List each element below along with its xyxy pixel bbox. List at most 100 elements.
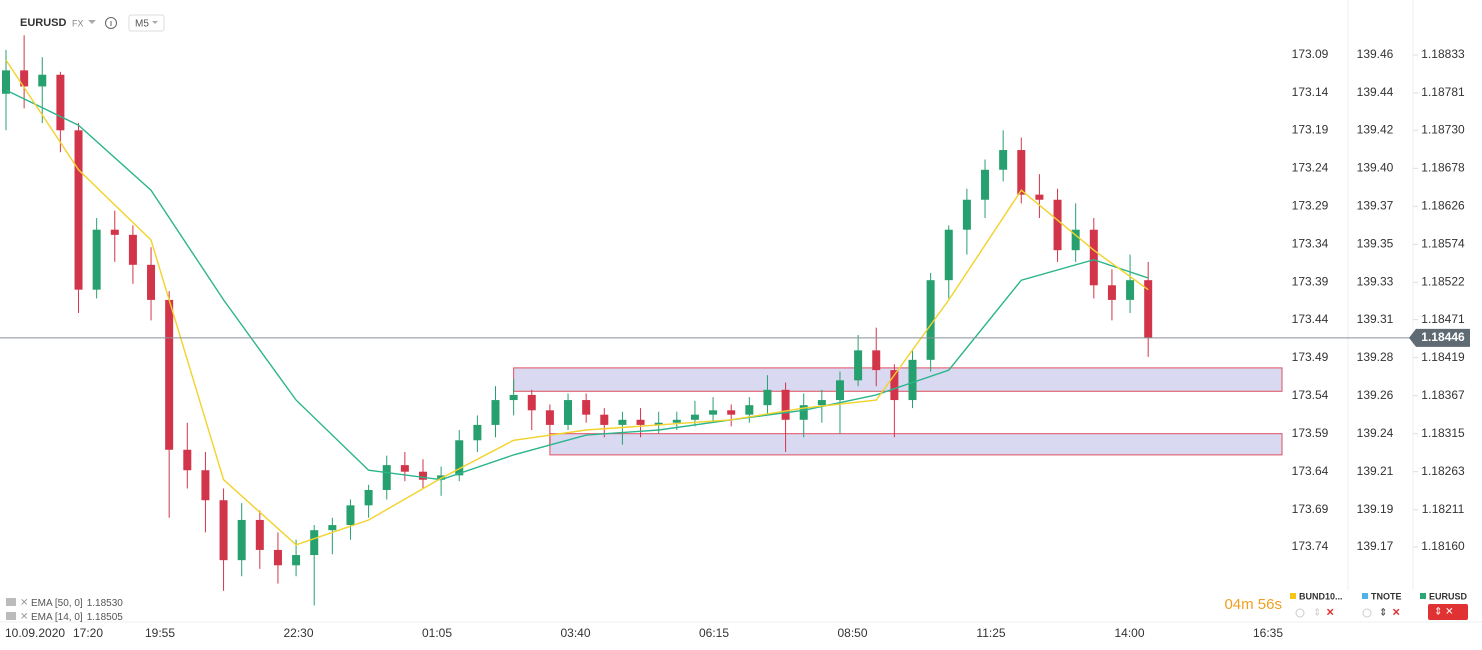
candle-timer: 04m 56s <box>1224 596 1282 613</box>
secondary-tick-label: 173.29 <box>1292 199 1329 213</box>
candle-body <box>1017 150 1026 195</box>
y-tick-label: 1.18211 <box>1422 502 1465 516</box>
interval-box[interactable] <box>128 14 165 32</box>
legend-icon[interactable] <box>6 598 16 606</box>
x-tick-label: 14:00 <box>1114 626 1144 640</box>
candle-body <box>1035 194 1044 200</box>
candle-body <box>1126 280 1135 300</box>
legend-close[interactable]: ✕ <box>20 612 28 623</box>
secondary-tick-label: 139.28 <box>1357 350 1394 364</box>
eye-icon[interactable] <box>1295 608 1305 618</box>
symbol-button-icon[interactable]: ⇕ ✕ <box>1434 607 1454 618</box>
candle-body <box>636 419 645 425</box>
secondary-tick-label: 139.46 <box>1357 47 1394 61</box>
candle-body <box>926 280 935 360</box>
secondary-tick-label: 173.69 <box>1292 502 1329 516</box>
candle-body <box>981 169 990 200</box>
candle-body <box>545 410 554 425</box>
secondary-tick-label: 139.42 <box>1357 122 1394 136</box>
secondary-tick-label: 139.35 <box>1357 237 1394 251</box>
candle-body <box>400 465 409 472</box>
candle-body <box>74 130 83 290</box>
symbol-button[interactable] <box>1428 604 1468 620</box>
candle-body <box>817 400 826 406</box>
eye-icon[interactable] <box>1362 608 1372 618</box>
secondary-tick-label: 139.44 <box>1357 85 1394 99</box>
candle-body <box>618 419 627 425</box>
candle-body <box>38 74 47 87</box>
secondary-tick-label: 173.64 <box>1292 464 1329 478</box>
dropdown-caret[interactable] <box>88 20 96 24</box>
secondary-tick-label: 139.40 <box>1357 160 1394 174</box>
secondary-tick-label: 173.49 <box>1292 350 1329 364</box>
secondary-tick-label: 173.09 <box>1292 47 1329 61</box>
last-price-label: 1.18446 <box>1421 330 1465 344</box>
symbol-name: EURUSD <box>1429 591 1468 601</box>
secondary-tick-label: 173.59 <box>1292 426 1329 440</box>
legend-close[interactable]: ✕ <box>20 598 28 609</box>
remove-icon[interactable]: ✕ <box>1392 608 1400 619</box>
interval[interactable]: M5 <box>135 19 149 30</box>
candle-body <box>455 440 464 476</box>
order-icon[interactable]: ⇕ <box>1313 608 1321 619</box>
candle-body <box>763 389 772 406</box>
symbol-swatch <box>1420 593 1426 599</box>
candle-body <box>854 350 863 381</box>
candle-body <box>292 555 301 566</box>
symbol-swatch <box>1290 593 1296 599</box>
remove-icon[interactable]: ✕ <box>1326 608 1334 619</box>
candle-body <box>564 400 573 425</box>
legend-icon[interactable] <box>6 612 16 620</box>
candle-body <box>183 449 192 471</box>
candle-body <box>346 505 355 526</box>
candle-body <box>165 299 174 450</box>
secondary-tick-label: 173.74 <box>1292 539 1329 553</box>
candle-body <box>654 422 663 425</box>
candle-body <box>1107 285 1116 300</box>
y-tick-label: 1.18574 <box>1421 237 1465 251</box>
secondary-tick-label: 173.19 <box>1292 122 1329 136</box>
zone <box>549 433 1283 456</box>
candle-body <box>582 400 591 415</box>
candle-body <box>527 394 536 411</box>
secondary-tick-label: 173.34 <box>1292 237 1329 251</box>
candle-body <box>1071 229 1080 251</box>
last-price-tag <box>1409 328 1470 347</box>
x-tick-label: 01:05 <box>422 626 452 640</box>
y-tick-label: 1.18160 <box>1421 539 1465 553</box>
candle-body <box>944 229 953 281</box>
secondary-tick-label: 173.39 <box>1292 275 1329 289</box>
candle-body <box>2 70 10 94</box>
candle-body <box>273 549 282 566</box>
y-tick-label: 1.18781 <box>1421 85 1465 99</box>
candle-body <box>92 229 101 290</box>
secondary-tick-label: 139.19 <box>1357 502 1394 516</box>
secondary-tick-label: 139.24 <box>1357 426 1394 440</box>
y-tick-label: 1.18471 <box>1421 312 1465 326</box>
candle-body <box>110 229 119 235</box>
secondary-tick-label: 173.44 <box>1292 312 1329 326</box>
symbol[interactable]: EURUSD <box>20 17 67 29</box>
y-tick-label: 1.18522 <box>1421 275 1465 289</box>
candle-body <box>1053 199 1062 251</box>
info-icon[interactable] <box>105 17 117 29</box>
symbol-name: TNOTE <box>1371 591 1402 601</box>
market: FX <box>72 18 84 28</box>
candle-body <box>908 359 917 401</box>
candle-body <box>890 370 899 401</box>
x-tick-label: 19:55 <box>145 626 175 640</box>
secondary-tick-label: 139.33 <box>1357 275 1394 289</box>
candle-body <box>491 400 500 425</box>
candle-body <box>962 199 971 230</box>
candle-body <box>999 150 1008 170</box>
y-tick-label: 1.18419 <box>1421 350 1465 364</box>
y-tick-label: 1.18678 <box>1421 160 1465 174</box>
legend-value: 1.18530 <box>87 598 124 609</box>
candle-body <box>147 264 156 300</box>
candle-body <box>128 234 137 265</box>
candle-body <box>20 70 29 87</box>
order-icon[interactable]: ⇕ <box>1379 608 1387 619</box>
x-tick-label: 11:25 <box>976 626 1005 640</box>
candle-body <box>237 519 246 561</box>
